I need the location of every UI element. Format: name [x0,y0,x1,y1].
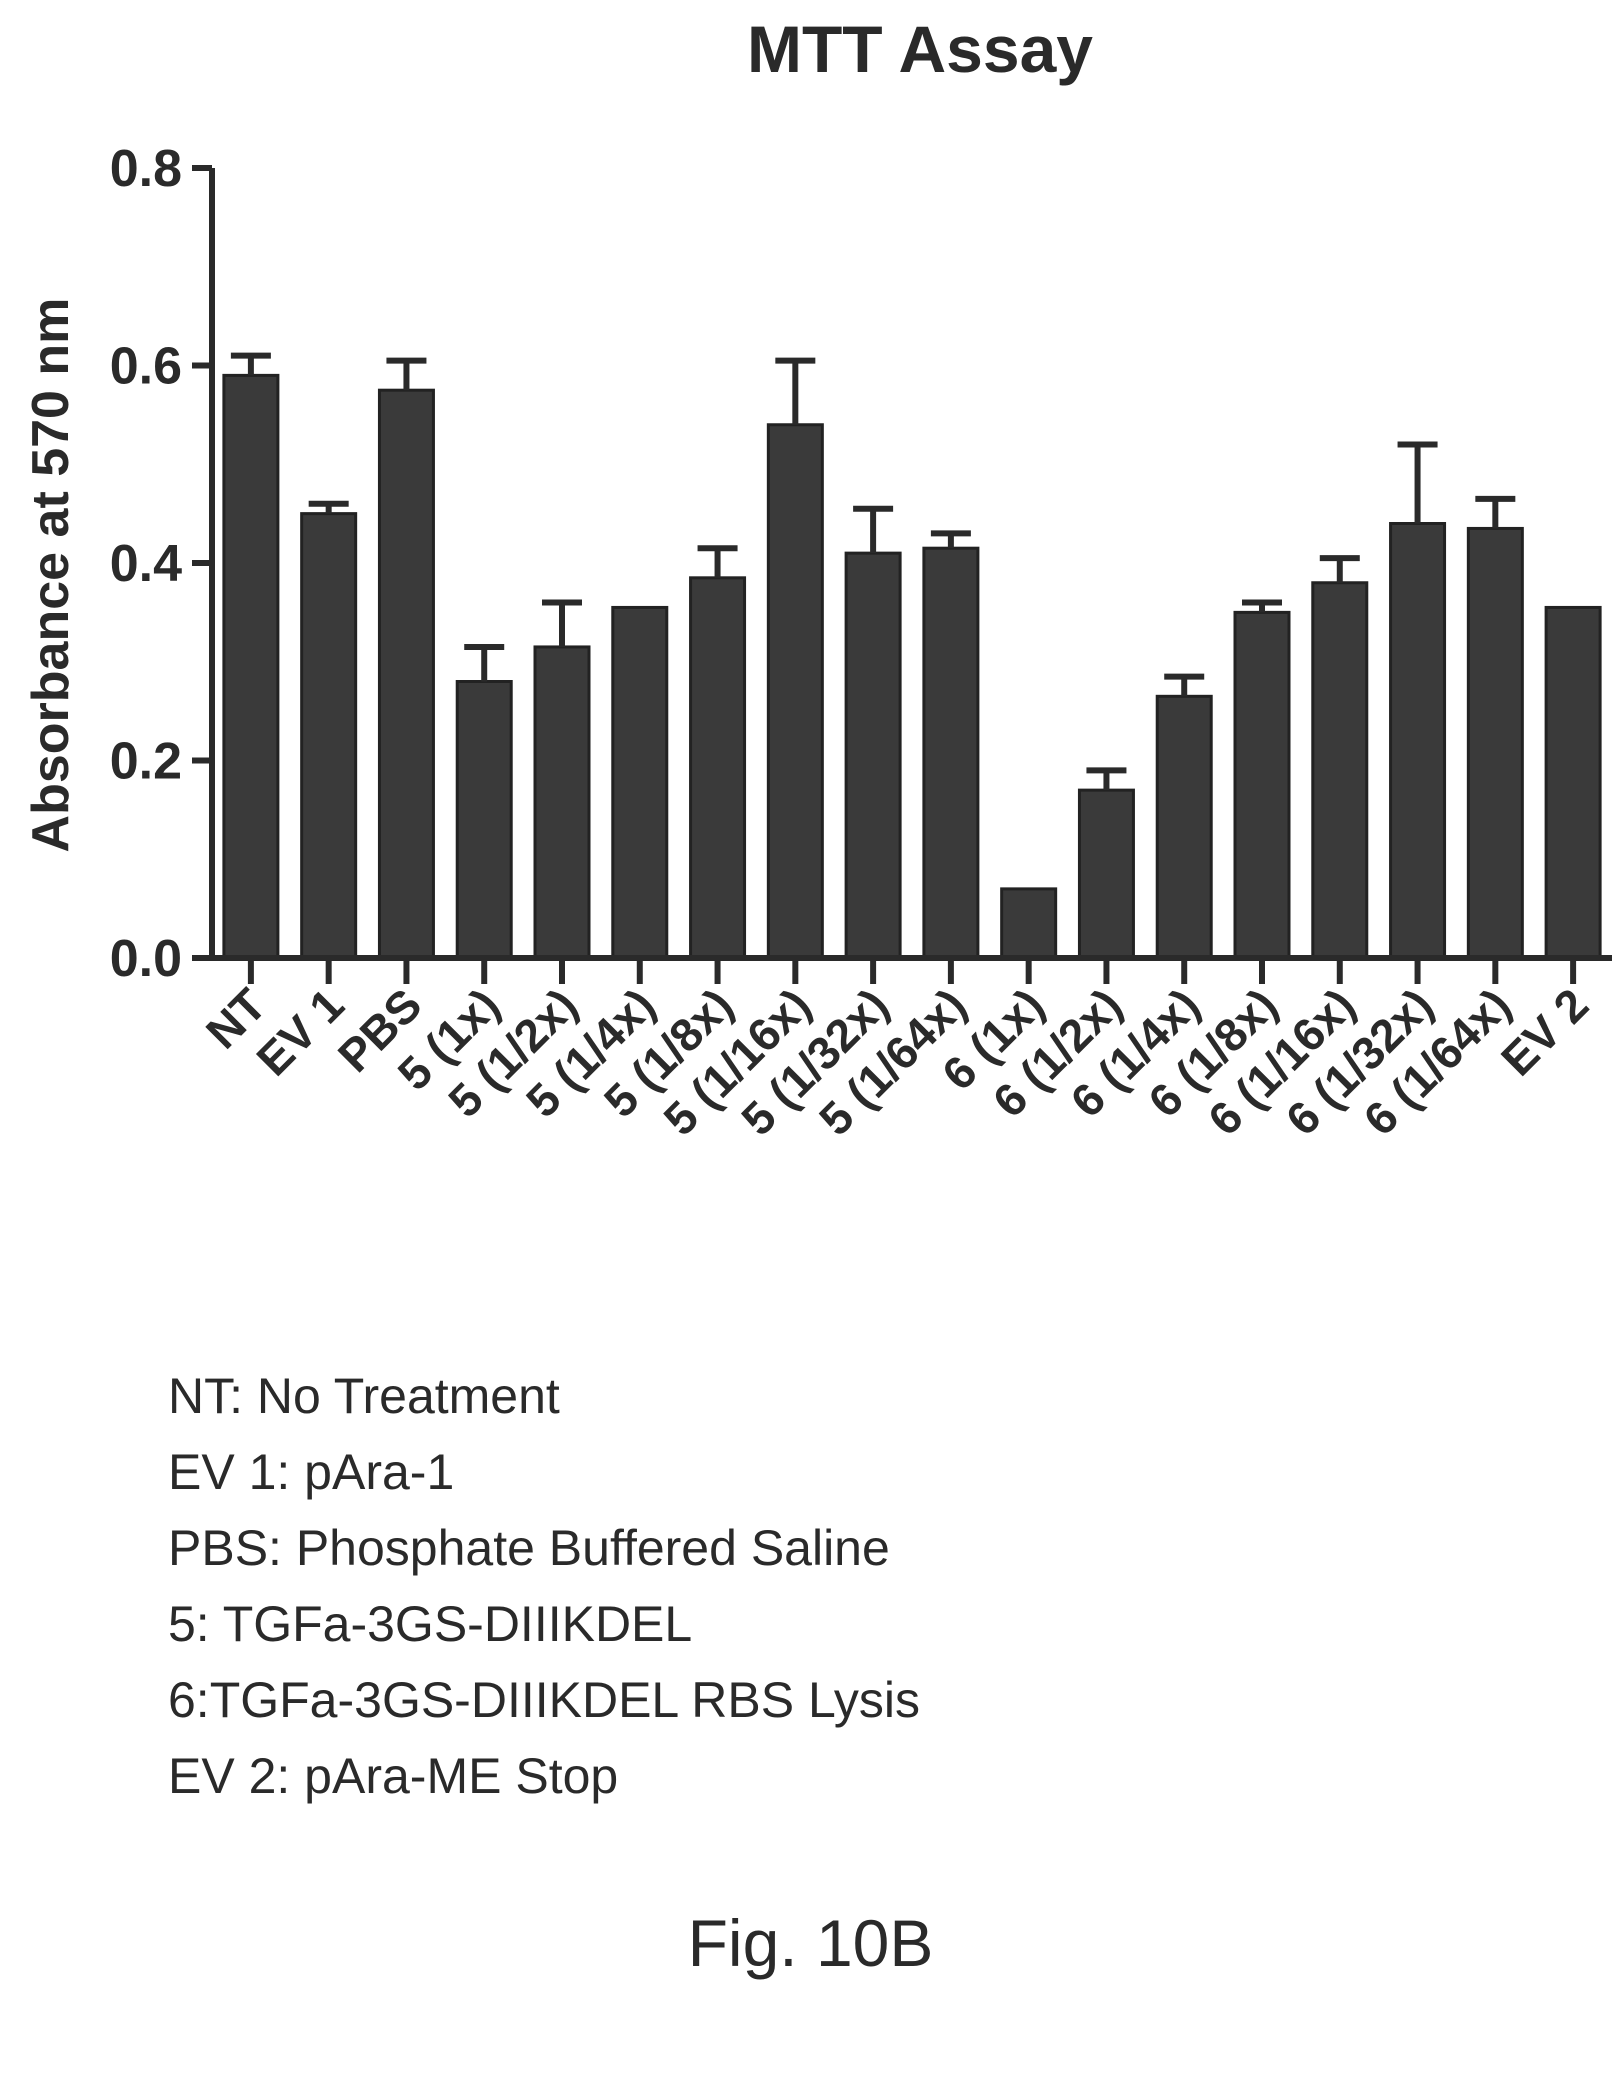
bar [300,512,358,960]
bar [533,645,591,960]
x-tick-label: EV 2 [1491,978,1598,1085]
legend-item-5: 5: TGFa-3GS-DIIIKDEL [168,1596,693,1652]
legend-item-pbs: PBS: Phosphate Buffered Saline [168,1520,890,1576]
legend-item-ev1: EV 1: pAra-1 [168,1444,455,1500]
figure-label: Fig. 10B [687,1906,934,1980]
bar [377,388,435,960]
bar [1155,694,1213,960]
y-tick-label: 0.6 [110,338,182,396]
bar [1000,887,1058,960]
y-axis-label: Absorbance at 570 nm [22,298,80,853]
bar [1233,610,1291,960]
chart: MTT Assay Absorbance at 570 nm 0.0 0.2 0.4… [22,12,1612,1145]
bar [766,423,824,960]
bar [455,680,513,960]
y-axis-ticks: 0.0 0.2 0.4 0.6 0.8 [110,140,212,988]
bar [1077,788,1135,960]
error-bars [230,352,1516,791]
bar [1389,522,1447,960]
legend-item-6: 6:TGFa-3GS-DIIIKDEL RBS Lysis [168,1672,921,1728]
x-tick-label: EV 1 [246,978,353,1085]
legend-item-nt: NT: No Treatment [168,1368,560,1424]
y-tick-label: 0.0 [110,930,182,988]
bar [844,551,902,960]
bar [689,576,747,960]
legend-item-ev2: EV 2: pAra-ME Stop [168,1748,619,1804]
bar [222,373,280,960]
y-tick-label: 0.4 [110,535,182,593]
bars [222,373,1602,960]
bar [1544,605,1602,960]
y-tick-label: 0.8 [110,140,182,198]
bar [1311,581,1369,960]
bar [1466,526,1524,960]
legend: NT: No Treatment EV 1: pAra-1 PBS: Phosp… [168,1358,920,1814]
bar [611,605,669,960]
chart-title: MTT Assay [747,12,1093,86]
bar [922,546,980,960]
y-tick-label: 0.2 [110,733,182,791]
